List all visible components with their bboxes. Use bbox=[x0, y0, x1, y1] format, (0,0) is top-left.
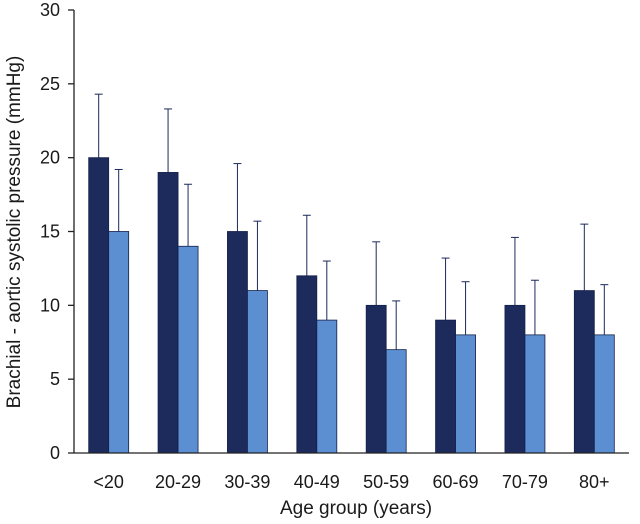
x-tick-label: 50-59 bbox=[363, 472, 409, 492]
bar-series-1-6 bbox=[504, 304, 526, 454]
bar-series-2-7 bbox=[593, 334, 615, 454]
x-axis-label: Age group (years) bbox=[280, 498, 432, 519]
y-tick-label: 5 bbox=[50, 369, 60, 389]
bar-series-2-1 bbox=[177, 245, 199, 454]
bar-series-2-3 bbox=[316, 319, 338, 454]
x-tick-label: <20 bbox=[93, 472, 124, 492]
bar-series-1-7 bbox=[573, 290, 595, 454]
axes-layer bbox=[73, 10, 629, 454]
bar-series-1-0 bbox=[88, 157, 110, 454]
y-axis-label: Brachial - aortic systolic pressure (mmH… bbox=[4, 56, 25, 409]
y-tick-label: 10 bbox=[40, 295, 60, 315]
x-tick-label: 70-79 bbox=[502, 472, 548, 492]
bars-layer bbox=[88, 157, 615, 454]
bar-series-1-4 bbox=[365, 304, 387, 454]
x-tick-label: 60-69 bbox=[433, 472, 479, 492]
y-tick-label: 0 bbox=[50, 443, 60, 463]
bar-series-2-4 bbox=[385, 349, 407, 454]
bar-series-2-6 bbox=[524, 334, 546, 454]
x-tick-label: 30-39 bbox=[224, 472, 270, 492]
x-tick-label: 20-29 bbox=[155, 472, 201, 492]
x-ticks-layer: <20 20-29 30-39 40-49 50-59 60-69 70-79 80+ bbox=[93, 472, 609, 492]
bar-series-2-0 bbox=[108, 231, 130, 454]
y-tick-label: 25 bbox=[40, 74, 60, 94]
bar-series-2-2 bbox=[247, 290, 268, 454]
y-tick-label: 15 bbox=[40, 222, 60, 242]
x-tick-label: 80+ bbox=[579, 472, 610, 492]
error-bars-layer bbox=[94, 93, 609, 350]
bar-series-1-3 bbox=[296, 275, 318, 454]
bar-series-1-5 bbox=[435, 319, 456, 454]
y-tick-label: 30 bbox=[40, 0, 60, 20]
bar-series-1-1 bbox=[157, 172, 179, 454]
y-tick-label: 20 bbox=[40, 148, 60, 168]
x-tick-label: 40-49 bbox=[294, 472, 340, 492]
y-ticks-layer: 0 5 10 15 20 25 30 bbox=[40, 0, 74, 463]
bar-series-1-2 bbox=[227, 231, 248, 454]
bar-series-2-5 bbox=[455, 334, 476, 454]
